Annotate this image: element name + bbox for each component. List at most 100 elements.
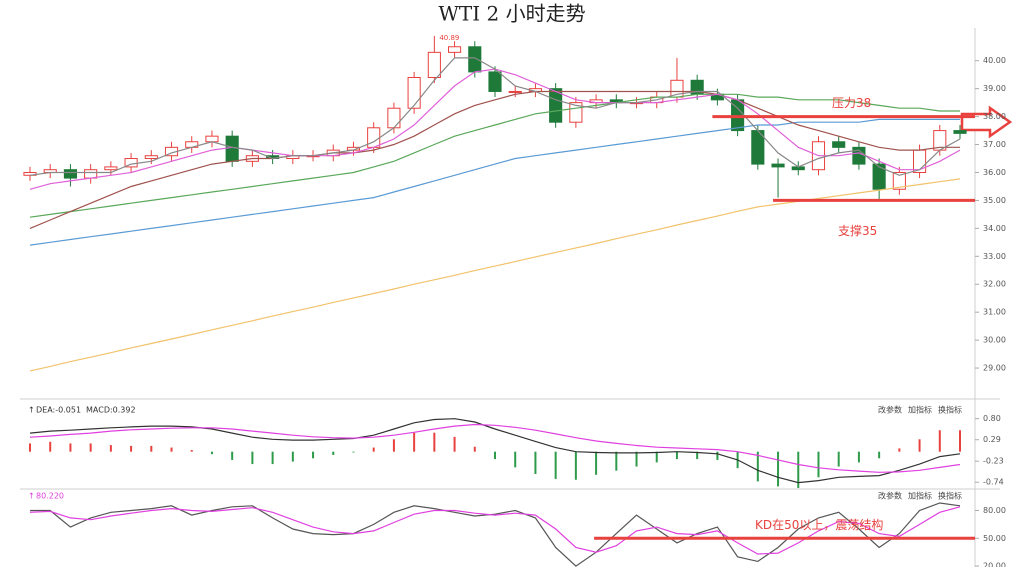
indicator-line: [30, 502, 961, 567]
macd-bar: [494, 451, 496, 460]
macd-bar: [959, 430, 961, 452]
y-tick-label: 38.00: [983, 112, 1006, 121]
macd-bar: [554, 451, 557, 479]
macd-bar: [574, 451, 577, 480]
y-tick-label: -0.23: [983, 457, 1004, 466]
macd-bar: [615, 451, 618, 471]
macd-bar: [635, 451, 638, 467]
y-tick-label: 30.00: [983, 336, 1006, 345]
y-tick-label: 50.00: [983, 534, 1006, 543]
macd-bar: [655, 451, 658, 463]
y-tick-label: 31.00: [983, 308, 1006, 317]
y-tick-label: 36.00: [983, 168, 1006, 177]
macd-bar: [675, 451, 678, 460]
macd-bar: [130, 445, 133, 452]
macd-bar: [271, 451, 274, 465]
macd-bar: [938, 430, 941, 452]
candle-body: [832, 141, 846, 148]
macd-bar: [857, 451, 860, 463]
macd-bar: [777, 451, 780, 487]
indicator-line: [29, 90, 960, 229]
candle-body: [427, 51, 441, 78]
macd-bar: [413, 432, 416, 452]
chart-title: WTI 2 小时走势: [438, 2, 585, 26]
toolbar-button[interactable]: 加指标: [908, 491, 932, 501]
macd-bar: [372, 447, 375, 452]
candle-body: [872, 163, 886, 190]
toolbar-button[interactable]: 换指标: [938, 405, 962, 415]
y-tick-label: -0.74: [983, 478, 1004, 487]
annotation-text: 支撑35: [838, 223, 877, 238]
macd-bar: [392, 439, 395, 452]
macd-bar: [837, 451, 840, 467]
macd-bar: [756, 451, 759, 482]
candle-body: [508, 90, 522, 93]
annotation-text: 压力38: [832, 96, 871, 110]
macd-bar: [190, 450, 193, 452]
macd-bar: [595, 451, 598, 475]
macd-bar: [291, 451, 294, 462]
macd-bar: [49, 441, 52, 452]
indicator-header: 80.220: [36, 492, 64, 501]
y-tick-label: 35.00: [983, 196, 1006, 205]
y-tick-label: 80.00: [983, 506, 1006, 515]
macd-bar: [918, 439, 921, 452]
arrow-icon: ↑: [28, 492, 35, 501]
macd-bar: [69, 443, 72, 452]
macd-bar: [534, 451, 537, 474]
macd-bar: [878, 451, 881, 459]
y-tick-label: 34.00: [983, 224, 1006, 233]
macd-bar: [453, 436, 456, 452]
macd-bar: [433, 432, 436, 452]
arrow-icon: [960, 105, 1013, 139]
toolbar-button[interactable]: 换指标: [938, 491, 962, 501]
macd-bar: [150, 445, 153, 452]
macd-bar: [312, 451, 315, 459]
indicator-line: [29, 93, 960, 218]
macd-bar: [696, 451, 699, 460]
toolbar-button[interactable]: 加指标: [908, 405, 932, 415]
indicator-line: [29, 418, 961, 484]
candle-body: [953, 130, 967, 134]
candle-body: [367, 127, 381, 148]
candle-body: [771, 163, 785, 168]
toolbar-button[interactable]: 改参数: [878, 405, 902, 415]
y-tick-label: 39.00: [983, 84, 1006, 93]
candle-body: [205, 135, 219, 143]
candle-body: [407, 76, 421, 109]
y-tick-label: 20.00: [983, 562, 1006, 567]
macd-bar: [89, 443, 92, 452]
macd-bar: [231, 451, 234, 460]
macd-bar: [332, 451, 335, 455]
indicator-line: [29, 118, 960, 246]
candle-body: [84, 169, 98, 179]
macd-bar: [898, 448, 901, 452]
candle-body: [468, 46, 482, 73]
y-tick-label: 33.00: [983, 252, 1006, 261]
candle-body: [63, 169, 78, 179]
macd-bar: [352, 451, 355, 453]
indicator-line: [29, 423, 961, 473]
candle-body: [144, 155, 158, 160]
candle-body: [104, 166, 118, 171]
y-tick-label: 0.80: [983, 414, 1001, 423]
toolbar-button[interactable]: 改参数: [878, 491, 902, 501]
candle-body: [549, 88, 563, 123]
y-tick-label: 29.00: [983, 364, 1006, 373]
macd-bar: [251, 451, 254, 465]
high-label: 40.89: [439, 34, 459, 42]
candle-body: [448, 46, 462, 53]
macd-bar: [109, 445, 112, 452]
macd-bar: [210, 451, 213, 455]
candle-body: [225, 135, 239, 162]
macd-bar: [716, 451, 719, 460]
indicator-line: [29, 57, 961, 176]
arrow-icon: ↑: [28, 406, 35, 415]
y-tick-label: 40.00: [983, 56, 1006, 65]
macd-bar: [817, 451, 820, 478]
macd-bar: [170, 447, 173, 452]
macd-bar: [29, 443, 31, 452]
y-tick-label: 37.00: [983, 140, 1006, 149]
